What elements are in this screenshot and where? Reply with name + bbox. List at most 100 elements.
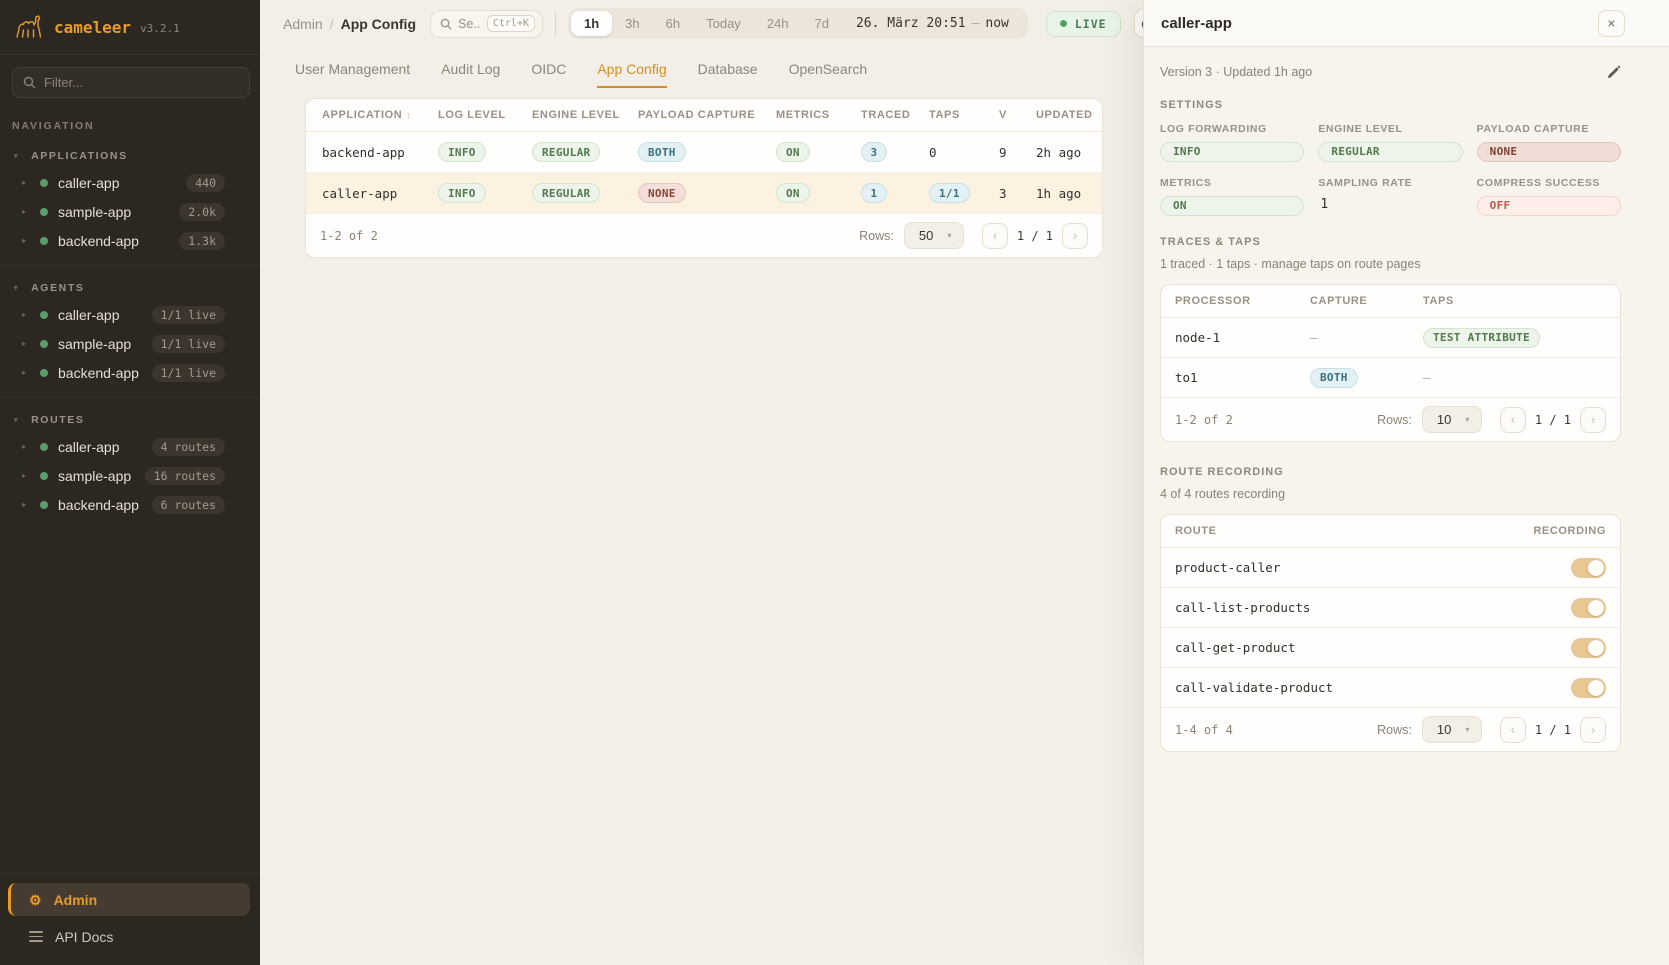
next-page-button[interactable]: ›: [1580, 406, 1606, 433]
tab-audit-log[interactable]: Audit Log: [441, 61, 501, 77]
tab-bar: User Management Audit Log OIDC App Confi…: [260, 47, 1669, 88]
sidebar-item-admin[interactable]: ⚙ Admin: [8, 883, 250, 916]
list-icon: [29, 931, 43, 942]
cell-updated: 1h ago: [1036, 185, 1082, 201]
tab-user-management[interactable]: User Management: [295, 61, 411, 77]
time-range-7d[interactable]: 7d: [814, 16, 829, 31]
status-dot: [40, 471, 48, 480]
tab-database[interactable]: Database: [697, 61, 758, 77]
breadcrumb-parent[interactable]: Admin: [283, 15, 323, 32]
time-range-6h[interactable]: 6h: [665, 16, 681, 31]
chevron-right-icon: ▸: [22, 207, 27, 216]
item-badge: 440: [186, 173, 225, 192]
page-indicator: 1 / 1: [1534, 722, 1571, 737]
rows-per-page-select[interactable]: 10 ▾: [1421, 406, 1482, 433]
cell-route: call-list-products: [1175, 600, 1311, 615]
edit-pencil-icon[interactable]: [1607, 65, 1621, 79]
time-range-1h[interactable]: 1h: [571, 11, 613, 36]
date-separator: —: [971, 16, 980, 31]
cell-taps: —: [1423, 370, 1431, 385]
next-page-button[interactable]: ›: [1580, 716, 1606, 743]
detail-drawer: caller-app × Version 3 · Updated 1h ago …: [1143, 0, 1669, 965]
column-application[interactable]: APPLICATION ↕: [322, 109, 412, 121]
column-recording: RECORDING: [1533, 525, 1606, 537]
date-end: now: [985, 16, 1009, 31]
recording-toggle[interactable]: [1571, 597, 1606, 618]
recording-toggle[interactable]: [1571, 677, 1606, 698]
sidebar-item-agents-caller-app[interactable]: ▸ caller-app 1/1 live: [0, 300, 260, 329]
filter-input[interactable]: [44, 75, 239, 90]
rows-per-page-select[interactable]: 50 ▾: [903, 222, 964, 249]
traces-pagination: 1-2 of 2 Rows: 10 ▾ ‹ 1 / 1 ›: [1161, 398, 1620, 441]
version-meta: Version 3 · Updated 1h ago: [1160, 65, 1313, 79]
item-badge: 1/1 live: [151, 363, 225, 382]
item-label: sample-app: [58, 203, 132, 220]
sidebar: cameleer v3.2.1 NAVIGATION ▾ APPLICATION…: [0, 0, 260, 965]
table-pagination: 1-2 of 2 Rows: 50 ▾ ‹ 1 / 1 ›: [306, 214, 1102, 257]
section-label: ROUTES: [31, 414, 85, 426]
section-applications[interactable]: ▾ APPLICATIONS: [0, 142, 260, 168]
rows-per-page-select[interactable]: 10 ▾: [1421, 716, 1482, 743]
time-range-24h[interactable]: 24h: [766, 16, 789, 31]
time-range-3h[interactable]: 3h: [625, 16, 640, 31]
item-badge: 2.0k: [179, 202, 225, 221]
next-page-button[interactable]: ›: [1062, 222, 1088, 249]
traces-row-node-1[interactable]: node-1 — TEST ATTRIBUTE: [1161, 318, 1620, 358]
brand-name: cameleer: [54, 17, 132, 37]
recording-toggle[interactable]: [1571, 557, 1606, 578]
global-search[interactable]: Ctrl+K: [430, 9, 543, 38]
route-row-call-validate-product[interactable]: call-validate-product: [1161, 668, 1620, 708]
field-value: 1: [1320, 197, 1329, 212]
field-label: COMPRESS SUCCESS: [1476, 177, 1601, 189]
table-header: APPLICATION ↕ LOG LEVEL ENGINE LEVEL PAYL…: [306, 99, 1102, 132]
sidebar-item-applications-sample-app[interactable]: ▸ sample-app 2.0k: [0, 197, 260, 226]
engine-level-badge: REGULAR: [532, 183, 601, 203]
sidebar-item-routes-backend-app[interactable]: ▸ backend-app 6 routes: [0, 490, 260, 519]
sidebar-item-routes-sample-app[interactable]: ▸ sample-app 16 routes: [0, 461, 260, 490]
traces-row-to1[interactable]: to1 BOTH —: [1161, 358, 1620, 398]
table-row-backend-app[interactable]: backend-app INFO REGULAR BOTH ON 3 0 9 2…: [306, 132, 1102, 173]
sidebar-item-applications-caller-app[interactable]: ▸ caller-app 440: [0, 168, 260, 197]
drawer-body: Version 3 · Updated 1h ago SETTINGS LOG …: [1144, 47, 1669, 772]
rows-per-page-value: 50: [918, 228, 934, 243]
tab-opensearch[interactable]: OpenSearch: [788, 61, 868, 77]
column-capture: CAPTURE: [1310, 295, 1368, 307]
cell-route: call-get-product: [1175, 640, 1296, 655]
route-row-call-list-products[interactable]: call-list-products: [1161, 588, 1620, 628]
chevron-right-icon: ▸: [22, 442, 27, 451]
sidebar-item-agents-backend-app[interactable]: ▸ backend-app 1/1 live: [0, 358, 260, 387]
route-row-call-get-product[interactable]: call-get-product: [1161, 628, 1620, 668]
field-compress-success: COMPRESS SUCCESS OFF: [1476, 177, 1621, 216]
brand-version: v3.2.1: [140, 21, 180, 35]
tab-app-config[interactable]: App Config: [597, 61, 667, 88]
capture-badge: BOTH: [1310, 367, 1358, 388]
status-dot: [40, 178, 48, 187]
sidebar-item-routes-caller-app[interactable]: ▸ caller-app 4 routes: [0, 432, 260, 461]
metrics-badge: ON: [776, 142, 810, 162]
close-icon[interactable]: ×: [1598, 9, 1625, 37]
keyboard-shortcut-badge: Ctrl+K: [486, 15, 535, 32]
cell-updated: 2h ago: [1036, 144, 1082, 160]
chevron-right-icon: ▸: [22, 236, 27, 245]
prev-page-button[interactable]: ‹: [1499, 716, 1526, 743]
cell-version: 9: [999, 144, 1007, 160]
search-input[interactable]: [458, 16, 481, 31]
live-button[interactable]: LIVE: [1045, 10, 1121, 37]
recording-section-label: ROUTE RECORDING: [1160, 466, 1284, 478]
chevron-down-icon: ▾: [14, 153, 20, 160]
tab-oidc[interactable]: OIDC: [531, 61, 567, 77]
chevron-right-icon: ▸: [22, 471, 27, 480]
section-routes[interactable]: ▾ ROUTES: [0, 406, 260, 432]
prev-page-button[interactable]: ‹: [981, 222, 1008, 249]
date-range[interactable]: 26. März 20:51 — now: [842, 16, 1025, 31]
sidebar-item-api-docs[interactable]: API Docs: [8, 920, 250, 953]
table-row-caller-app[interactable]: caller-app INFO REGULAR NONE ON 1 1/1 3 …: [306, 173, 1102, 214]
sidebar-item-agents-sample-app[interactable]: ▸ sample-app 1/1 live: [0, 329, 260, 358]
route-row-product-caller[interactable]: product-caller: [1161, 548, 1620, 588]
sidebar-filter[interactable]: [12, 67, 250, 98]
recording-toggle[interactable]: [1571, 637, 1606, 658]
prev-page-button[interactable]: ‹: [1499, 406, 1526, 433]
sidebar-item-applications-backend-app[interactable]: ▸ backend-app 1.3k: [0, 226, 260, 255]
section-agents[interactable]: ▾ AGENTS: [0, 274, 260, 300]
time-range-today[interactable]: Today: [706, 16, 741, 31]
